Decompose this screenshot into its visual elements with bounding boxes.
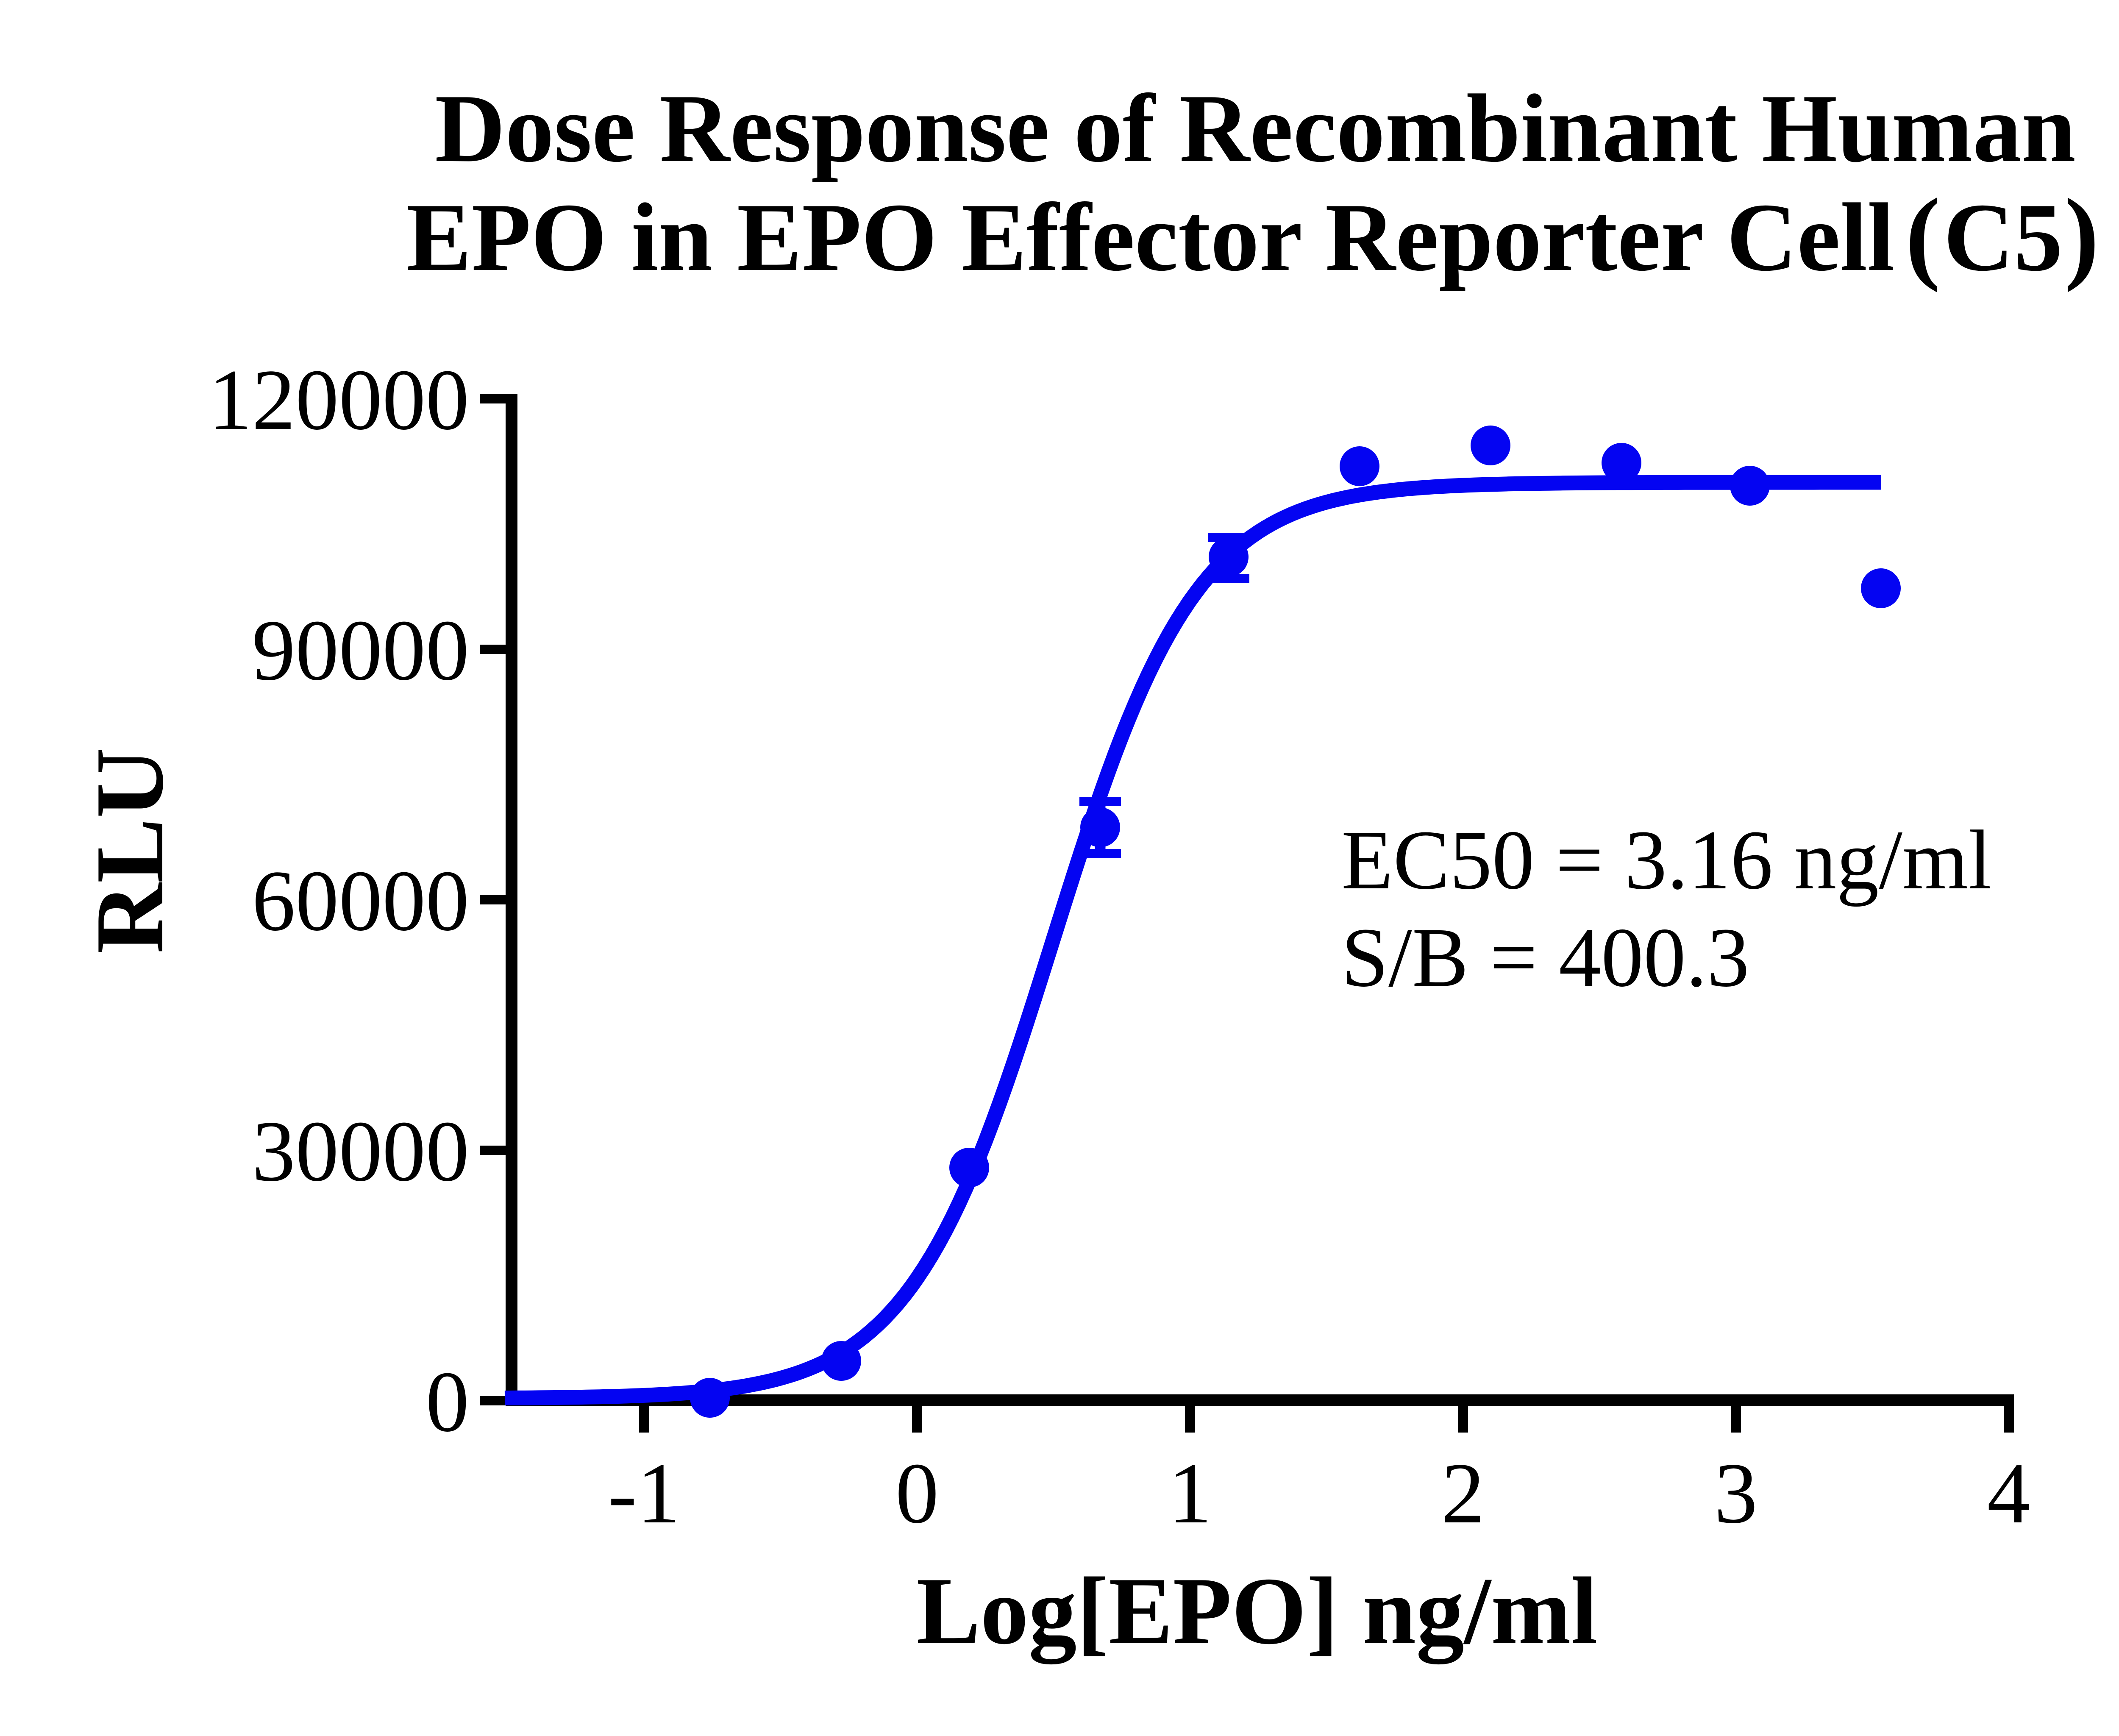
svg-text:90000: 90000 [252,602,470,698]
svg-text:1: 1 [1168,1445,1212,1541]
svg-text:60000: 60000 [252,853,470,949]
svg-text:0: 0 [426,1354,470,1450]
svg-text:30000: 30000 [252,1103,470,1199]
svg-text:RLU: RLU [75,748,184,954]
svg-text:EPO in EPO Effector Reporter C: EPO in EPO Effector Reporter Cell (C5) [406,178,2099,293]
svg-text:3: 3 [1714,1445,1758,1541]
svg-text:4: 4 [1987,1445,2031,1541]
svg-text:Dose Response of Recombinant H: Dose Response of Recombinant Human [435,74,2076,182]
svg-text:EC50 = 3.16 ng/ml: EC50 = 3.16 ng/ml [1341,813,1992,907]
svg-text:-1: -1 [608,1445,681,1541]
svg-text:120000: 120000 [209,352,469,448]
svg-text:S/B = 400.3: S/B = 400.3 [1341,911,1749,1004]
svg-text:Log[EPO] ng/ml: Log[EPO] ng/ml [916,1558,1598,1664]
svg-text:2: 2 [1441,1445,1485,1541]
svg-text:0: 0 [895,1445,939,1541]
